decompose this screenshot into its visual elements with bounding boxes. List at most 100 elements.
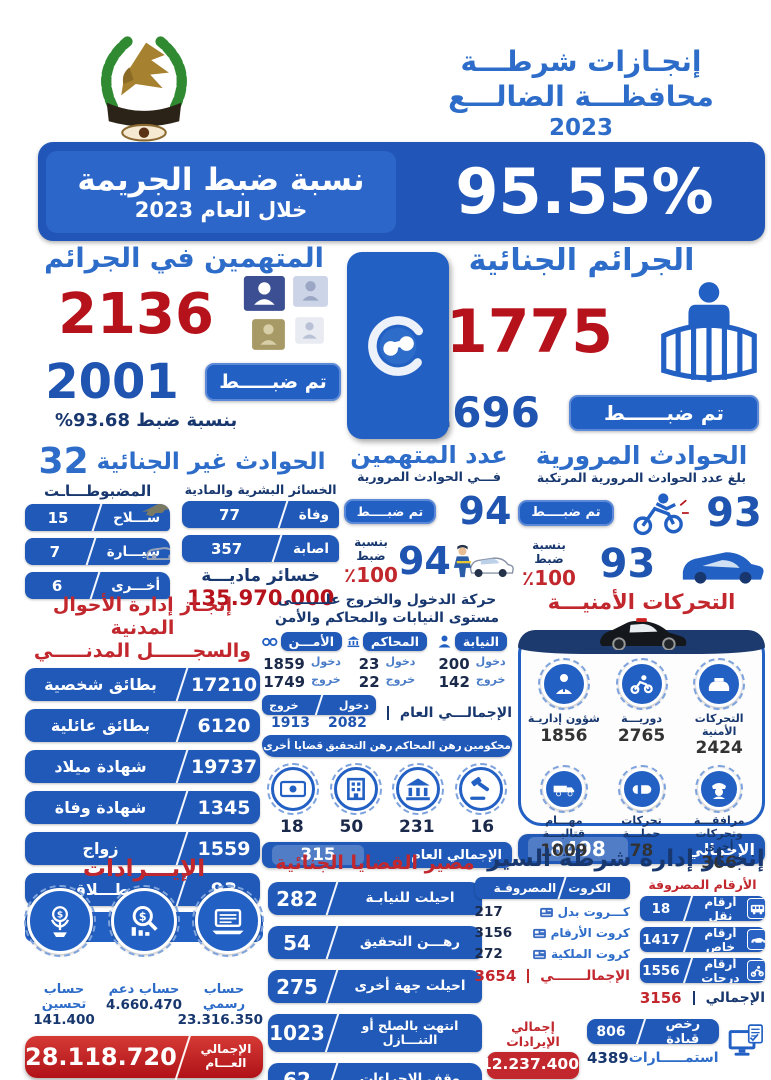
security-item-escort: مرافقـــة وتحركات أخرى 366 [683, 765, 755, 873]
traffic-accidents-rate-block: بنسبة ضبط ٪100 [518, 538, 580, 590]
combat-truck-icon [554, 785, 575, 797]
entry-exit-title: حركة الدخول والخروج علـــــــى مستوى الن… [262, 592, 512, 627]
seizure-value: 7 [49, 542, 61, 561]
security-item-value: 2424 [695, 738, 743, 759]
page-title: إنجـازات شرطـــة محافظـــة الضالـــع 202… [400, 44, 762, 143]
plate-label: أرقام نقل [704, 896, 737, 921]
traffic-accused-rate-block: بنسبة ضبط ٪100 [344, 535, 398, 587]
traffic-accused-section: عدد المتهمين فـــي الحوادث المرورية 94 ت… [344, 441, 514, 589]
traffic-revenue-block: إجمالي الإيرادات 12.237.400 [481, 1019, 579, 1079]
security-item-value: 78 [629, 840, 654, 861]
plate-label: أرقام درجات [701, 958, 740, 983]
pill-divider [175, 709, 189, 743]
card-row-numbers: كروت الأرقام 3156 [475, 925, 630, 941]
out-value: 22 [358, 673, 380, 691]
plate-value: 18 [651, 900, 671, 917]
traffic-accidents-rate-label: بنسبة ضبط [532, 538, 566, 566]
entry-exit-section: حركة الدخول والخروج علـــــــى مستوى الن… [262, 592, 512, 868]
seizure-row-cars: سيـــارة 7 [25, 538, 171, 565]
entry-exit-columns: النيابة دخول 200 خروج 142 المحاكم [262, 632, 512, 691]
total-in-value: 2082 [327, 715, 367, 731]
loss-value: 357 [210, 539, 243, 558]
security-item-value: 2765 [617, 725, 666, 746]
pill-divider [556, 877, 568, 899]
accused-title: المتهمين في الجرائم [44, 243, 324, 274]
civil-row-label: بطائق عائلية [50, 716, 151, 736]
accused-seized-pill: تم ضبـــــط [205, 363, 341, 401]
plate-label: أرقام خاص [704, 927, 737, 952]
out-label: خروج [385, 673, 416, 686]
entry-exit-col-prosecution: النيابة دخول 200 خروج 142 [432, 632, 512, 691]
banknote-icon [280, 780, 307, 798]
forms-row: استمـــــارات 4389 [587, 1049, 719, 1067]
pill-divider [635, 1019, 647, 1044]
plates-total-label: الإجمالي [705, 990, 765, 1006]
card-value: 272 [474, 946, 503, 962]
cards-header-b: المصروفـة [493, 881, 557, 895]
loss-label: وفاة [298, 506, 329, 523]
revenue-value: 23.316.350 [177, 1012, 263, 1028]
accused-seized-value: 2001 [45, 354, 179, 410]
civil-registry-title: إنجـاز إدارة الأحوال المدنية والسجــــــ… [25, 594, 260, 662]
security-total-bar: الإجمالي 8498 [518, 834, 765, 864]
card-icon [533, 949, 546, 959]
card-icon [539, 907, 553, 917]
seizure-label: أخـــرى [111, 577, 161, 594]
pill-divider [325, 970, 339, 1003]
revenues-total-value: 28.118.720 [25, 1043, 177, 1071]
laptop-icon [212, 909, 244, 935]
pill-divider [325, 926, 339, 959]
page-title-line1: إنجـازات شرطـــة [460, 45, 702, 78]
banner-rate-value: 95.55% [455, 155, 714, 228]
pill-divider [91, 504, 104, 531]
licenses-forms-block: رخص قيادة 806 استمـــــارات 4389 [587, 1019, 719, 1067]
revenues-circles: $ $ [24, 885, 264, 974]
civil-row-value: 6120 [197, 714, 251, 737]
patrol-car-icon [709, 677, 730, 691]
revenues-total-banner: الإجمالي العـــام 28.118.720 [25, 1033, 263, 1080]
outcome-row-referred-other: احيلت جهة أخرى 275 [268, 970, 482, 1003]
security-row-2: مرافقـــة وتحركات أخرى 366 تحركات حملـــ… [521, 758, 762, 873]
security-item-admin: شؤون إداريـة 1856 [528, 657, 600, 758]
civil-row-label: بطائق شخصية [44, 675, 157, 695]
cards-total-label: الإجمالـــــــي [540, 968, 630, 984]
revenue-value: 4.660.470 [105, 997, 182, 1013]
seizure-value: 6 [51, 576, 63, 595]
criminal-crimes-total: 1775 [446, 297, 613, 367]
traffic-accused-subtitle: فـــي الحوادث المرورية [357, 469, 501, 484]
detainees-values-row: 16 231 50 18 [262, 817, 512, 837]
traffic-accused-seized-value: 94 [397, 539, 451, 583]
card-value: 3156 [474, 925, 513, 941]
campaign-car-top-icon [632, 783, 651, 796]
outcome-row-settled: انتهت بالصلح أو التنـــازل 1023 [268, 1014, 482, 1052]
traffic-accidents-title: الحوادث المرورية [535, 441, 748, 470]
security-item-label: التحركات الأمنية [694, 712, 744, 738]
outcome-row-suspended: وقف الإجراءات 62 [268, 1063, 482, 1080]
escort-officer-icon [712, 783, 727, 800]
seized-car-icon [146, 547, 171, 560]
licenses-value: 806 [596, 1023, 626, 1040]
other-cases-circle [267, 763, 320, 815]
outcome-label: احيلت جهة أخرى [354, 978, 466, 995]
non-criminal-incidents-section: الحوادث غير الجنائية 32 الخسائر البشرية … [25, 441, 339, 610]
security-total-value: 8498 [528, 837, 628, 861]
civil-registry-section: إنجـاز إدارة الأحوال المدنية والسجــــــ… [25, 594, 260, 907]
page-title-line2: محافظـــة الضالـــع [448, 80, 714, 113]
accused-rate: بنسبة ضبط 93.68% [55, 410, 238, 431]
security-total-label: الإجمالي [687, 839, 755, 859]
monitor-document-icon [728, 1024, 763, 1056]
support-account-circle: $ [108, 885, 180, 957]
revenue-value: 141.400 [33, 1012, 95, 1028]
detainee-label: قضايا أخرى [263, 740, 324, 752]
revenues-total-label-line2: العـــام [205, 1056, 247, 1070]
outcome-label: وقف الإجراءات [359, 1071, 461, 1080]
crime-emblem-phone [347, 252, 449, 439]
traffic-accused-seized-pill: تم ضبــــط [344, 498, 436, 524]
pill-divider [175, 668, 189, 702]
traffic-accused-rate-label: بنسبة ضبط [354, 535, 388, 563]
revenue-label: حساب تحسين [41, 982, 87, 1012]
detainee-value: 231 [399, 817, 435, 837]
plates-total: الإجمالي 3156 [640, 989, 765, 1007]
pill-divider [682, 927, 694, 952]
